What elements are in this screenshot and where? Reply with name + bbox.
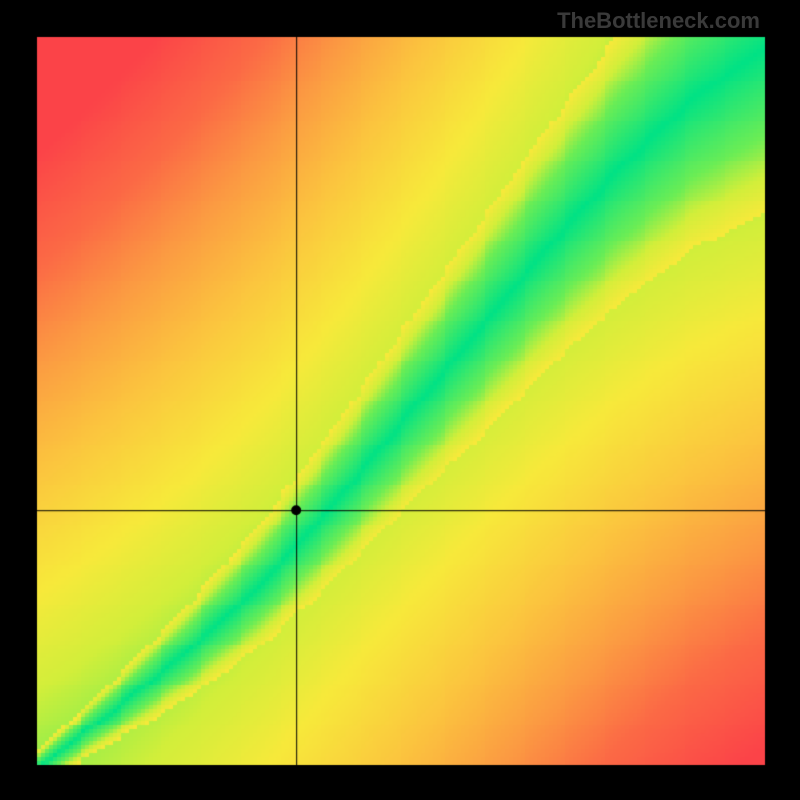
watermark-text: TheBottleneck.com xyxy=(557,8,760,34)
heatmap-chart xyxy=(0,0,800,800)
